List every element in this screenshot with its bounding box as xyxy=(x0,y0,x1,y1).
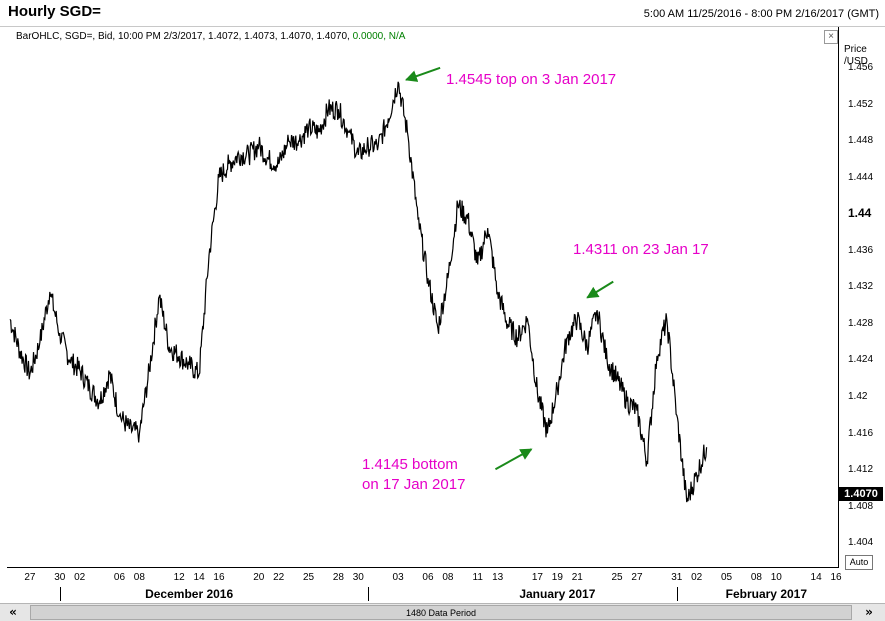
date-tick-label: 13 xyxy=(492,572,504,583)
month-label: February 2017 xyxy=(725,587,808,601)
chart-window-title: Hourly SGD= xyxy=(8,3,101,20)
price-axis-title-line1: Price xyxy=(844,44,867,55)
time-axis[interactable]: 27 30 02 06 08 12 14 16 20 22 25 28 30 03 06 08 11 13 17 19… xyxy=(0,568,885,602)
date-tick-label: 06 xyxy=(113,572,126,583)
scrollbar-thumb[interactable]: 1480 Data Period xyxy=(30,605,852,620)
date-tick-label: 25 xyxy=(611,572,623,583)
price-tick-label: 1.444 xyxy=(848,171,874,183)
price-tick-label: 1.432 xyxy=(848,281,874,293)
ohlc-info-change: 0.0000, N/A xyxy=(352,31,406,42)
annotation-bottom-text2: on 17 Jan 2017 xyxy=(362,476,466,493)
date-tick-label: 17 xyxy=(531,572,543,583)
month-label: January 2017 xyxy=(519,587,596,601)
price-tick-label: 1.428 xyxy=(848,317,874,329)
price-tick-label: 1.456 xyxy=(848,62,874,74)
date-tick-label: 03 xyxy=(392,572,404,583)
date-tick-label: 28 xyxy=(332,572,344,583)
double-right-arrow-icon[interactable]: » xyxy=(865,605,873,619)
date-tick-label: 08 xyxy=(133,572,145,583)
date-range-label: 5:00 AM 11/25/2016 - 8:00 PM 2/16/2017 (… xyxy=(643,8,879,20)
date-tick-label: 08 xyxy=(442,572,454,583)
price-tick-label: 1.404 xyxy=(848,537,874,549)
date-tick-label: 30 xyxy=(54,572,66,583)
date-tick-label: 19 xyxy=(551,572,563,583)
annotation-arrow-mid xyxy=(586,280,614,299)
date-tick-label: 05 xyxy=(720,572,733,583)
date-tick-label: 31 xyxy=(671,572,683,583)
date-tick-label: 27 xyxy=(24,572,36,583)
date-tick-label: 25 xyxy=(302,572,315,583)
annotation-arrow-bottom xyxy=(494,448,533,471)
date-tick-label: 11 xyxy=(472,572,483,583)
price-tick-label: 1.452 xyxy=(848,98,874,110)
annotation-top-text: 1.4545 top on 3 Jan 2017 xyxy=(446,71,617,88)
date-tick-label: 08 xyxy=(750,572,762,583)
price-tick-label: 1.408 xyxy=(848,500,874,512)
time-scrollbar[interactable]: « 1480 Data Period » xyxy=(0,603,885,621)
annotation-top: 1.4545 top on 3 Jan 2017 xyxy=(446,70,616,90)
price-tick-label: 1.448 xyxy=(848,135,874,147)
month-label: December 2016 xyxy=(145,587,234,601)
month-separator xyxy=(676,587,678,601)
price-tick-label: 1.42 xyxy=(848,390,868,402)
date-tick-label: 22 xyxy=(273,572,285,583)
double-left-arrow-icon[interactable]: « xyxy=(9,605,17,619)
auto-scale-button[interactable]: Auto xyxy=(845,555,873,570)
month-separator xyxy=(368,587,370,601)
data-period-label: 1480 Data Period xyxy=(405,608,477,618)
price-tick-label: 1.436 xyxy=(848,244,874,256)
date-tick-label: 10 xyxy=(770,572,782,583)
date-tick-label: 14 xyxy=(810,572,822,583)
month-separator xyxy=(59,587,61,601)
price-tick-label: 1.44 xyxy=(848,206,872,221)
price-tick-label: 1.416 xyxy=(848,427,874,439)
ohlc-info-line: BarOHLC, SGD=, Bid, 10:00 PM 2/3/2017, 1… xyxy=(16,31,405,42)
price-tick-label: 1.412 xyxy=(848,464,874,476)
date-tick-label: 02 xyxy=(691,572,703,583)
date-tick-label: 30 xyxy=(352,572,364,583)
date-tick-label: 16 xyxy=(213,572,225,583)
series-line xyxy=(9,81,708,503)
price-axis-title: Price /USD xyxy=(844,44,868,68)
date-tick-label: 27 xyxy=(631,572,643,583)
title-bar: Hourly SGD= 5:00 AM 11/25/2016 - 8:00 PM… xyxy=(0,0,885,27)
date-tick-label: 20 xyxy=(253,572,265,583)
ohlc-info-values: BarOHLC, SGD=, Bid, 10:00 PM 2/3/2017, 1… xyxy=(16,31,350,42)
close-icon[interactable]: × xyxy=(824,30,838,44)
date-tick-label: 12 xyxy=(173,572,185,583)
last-price-marker: 1.4070 xyxy=(839,487,883,501)
date-tick-label: 14 xyxy=(193,572,205,583)
plot-area[interactable] xyxy=(7,27,839,568)
annotation-mid: 1.4311 on 23 Jan 17 xyxy=(573,240,709,260)
annotation-mid-text: 1.4311 on 23 Jan 17 xyxy=(573,241,709,258)
date-tick-label: 16 xyxy=(830,572,842,583)
annotation-arrow-top xyxy=(404,66,441,82)
date-tick-label: 06 xyxy=(422,572,434,583)
annotation-bottom-text1: 1.4145 bottom xyxy=(362,456,458,473)
price-axis-title-line2: /USD xyxy=(844,56,868,67)
price-tick-label: 1.424 xyxy=(848,354,874,366)
annotation-bottom: 1.4145 bottom on 17 Jan 2017 xyxy=(362,455,465,495)
date-tick-label: 21 xyxy=(571,572,583,583)
date-tick-label: 02 xyxy=(74,572,86,583)
